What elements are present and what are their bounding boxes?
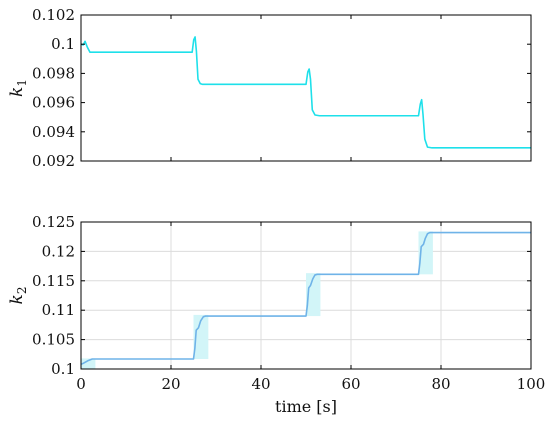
k1-plot: 0.092 0.094 0.096 0.098 0.1 0.102 k1	[7, 6, 532, 170]
k1-ytick-label: 0.096	[32, 94, 75, 112]
k1-ylabel: k1	[7, 79, 29, 97]
k2-xtick-label: 80	[431, 375, 450, 393]
k1-ytick-label: 0.092	[32, 152, 75, 170]
k1-series-line	[80, 36, 531, 149]
k2-ytick-label: 0.1	[51, 360, 75, 378]
k2-ytick-label: 0.11	[42, 301, 75, 319]
k2-plot: 0.1 0.105 0.11 0.115 0.12 0.125 0 20 40 60 80 100 k2…	[7, 213, 545, 416]
k2-band	[193, 314, 209, 360]
k2-xtick-label: 20	[161, 375, 180, 393]
k2-axes-box	[80, 221, 532, 370]
k2-xlabel: time [s]	[275, 397, 337, 416]
k1-ytick-label: 0.1	[51, 35, 75, 53]
k2-xtick-label: 0	[76, 375, 86, 393]
k2-ytick-label: 0.12	[42, 242, 75, 260]
k1-axes-box	[80, 14, 532, 162]
k2-xtick-label: 100	[517, 375, 546, 393]
k2-ylabel: k2	[7, 287, 29, 305]
k1-ytick-label: 0.098	[32, 64, 75, 82]
k2-ytick-label: 0.105	[32, 331, 75, 349]
k1-ytick-label: 0.094	[32, 123, 75, 141]
k2-ytick-label: 0.115	[32, 272, 75, 290]
k2-xtick-label: 60	[341, 375, 360, 393]
k2-band	[306, 273, 321, 317]
k2-series-line	[80, 231, 531, 366]
k2-ytick-label: 0.125	[32, 213, 75, 231]
k2-band	[81, 358, 96, 369]
k2-xtick-label: 40	[251, 375, 270, 393]
k2-band	[418, 231, 433, 275]
k1-ytick-label: 0.102	[32, 6, 75, 24]
